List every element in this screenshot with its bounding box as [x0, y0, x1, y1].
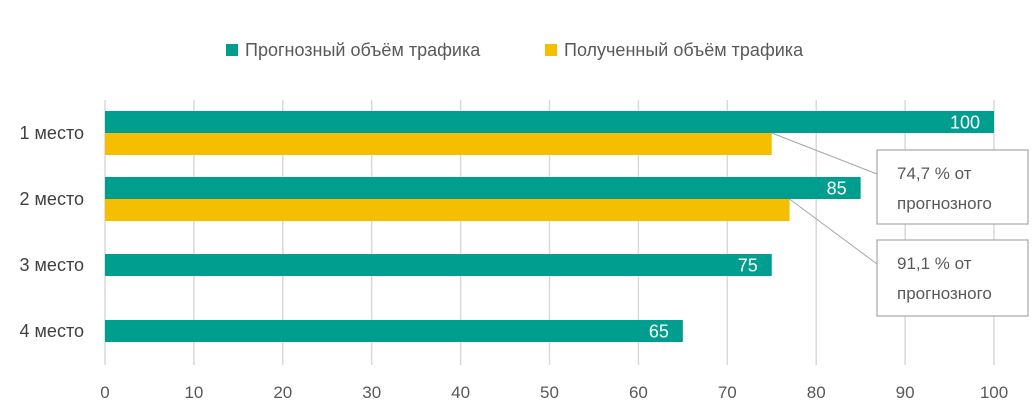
- callout-text-line1: 74,7 % от: [897, 164, 972, 183]
- x-tick-label: 90: [896, 383, 915, 402]
- x-tick-label: 100: [980, 383, 1008, 402]
- x-tick-label: 0: [100, 383, 109, 402]
- data-label: 85: [827, 179, 847, 199]
- category-label: 3 место: [20, 255, 84, 275]
- category-axis: 1 место 2 место 3 место 4 место: [20, 123, 84, 341]
- x-tick-label: 30: [362, 383, 381, 402]
- x-tick-label: 60: [629, 383, 648, 402]
- data-label: 75: [738, 256, 758, 276]
- callout-box: [876, 239, 1029, 317]
- bar-forecast: [105, 320, 683, 342]
- legend-label: Полученный объём трафика: [564, 40, 804, 60]
- bar-actual: [105, 199, 790, 221]
- callout-box: [876, 149, 1029, 225]
- x-tick-label: 10: [184, 383, 203, 402]
- bar-forecast: [105, 254, 772, 276]
- category-label: 4 место: [20, 321, 84, 341]
- x-axis-ticks: 0 10 20 30 40 50 60 70 80 90 100: [100, 383, 1008, 402]
- callout-text-line1: 91,1 % от: [897, 254, 972, 273]
- callout-text-line2: прогнозного: [897, 194, 992, 213]
- callout-leader: [771, 132, 878, 175]
- x-tick-label: 50: [540, 383, 559, 402]
- legend-swatch: [545, 44, 557, 56]
- x-tick-label: 80: [807, 383, 826, 402]
- category-label: 1 место: [20, 123, 84, 143]
- x-tick-label: 70: [718, 383, 737, 402]
- legend-swatch: [226, 44, 238, 56]
- callout-leader: [789, 198, 878, 265]
- legend: Прогнозный объём трафика Полученный объём…: [226, 40, 804, 60]
- bar-actual: [105, 133, 772, 155]
- data-label: 100: [950, 113, 980, 133]
- bars: 100 85 75 65: [105, 111, 994, 342]
- x-tick-label: 20: [273, 383, 292, 402]
- category-label: 2 место: [20, 189, 84, 209]
- legend-label: Прогнозный объём трафика: [245, 40, 481, 60]
- data-label: 65: [649, 322, 669, 342]
- bar-forecast: [105, 111, 994, 133]
- x-tick-label: 40: [451, 383, 470, 402]
- bar-forecast: [105, 177, 861, 199]
- callout-text-line2: прогнозного: [897, 284, 992, 303]
- callouts: 74,7 % от прогнозного 91,1 % от прогнозного: [771, 132, 1029, 317]
